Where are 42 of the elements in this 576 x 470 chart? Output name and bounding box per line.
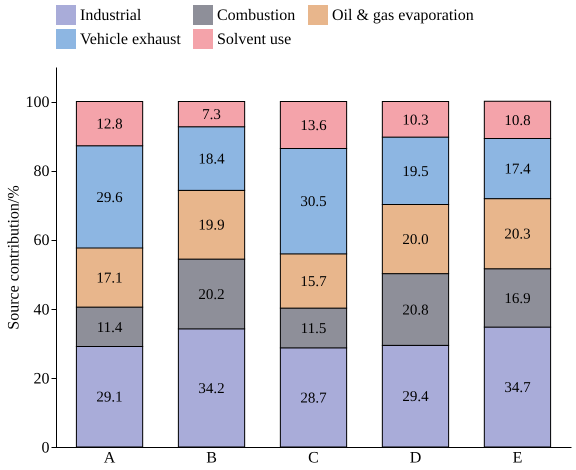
data-label: 28.7 xyxy=(300,390,328,406)
data-label: 11.5 xyxy=(300,320,326,337)
data-label: 34.7 xyxy=(504,380,532,396)
x-tick-label: A xyxy=(104,450,116,466)
data-label: 15.7 xyxy=(300,274,328,290)
data-label: 29.4 xyxy=(402,389,430,406)
legend-label: Oil & gas evaporation xyxy=(332,7,474,24)
data-label: 20.2 xyxy=(198,286,225,303)
data-label: 29.1 xyxy=(96,390,123,406)
legend-label: Combustion xyxy=(217,7,296,24)
data-label: 16.9 xyxy=(504,290,531,307)
data-label: 18.4 xyxy=(198,152,226,168)
y-axis-title: Source contribution/% xyxy=(6,185,22,330)
y-tick-label: 60 xyxy=(34,232,50,250)
legend-label: Vehicle exhaust xyxy=(80,31,182,48)
data-label: 20.3 xyxy=(504,226,531,243)
y-tick-label: 20 xyxy=(34,370,50,388)
data-label: 10.8 xyxy=(504,112,531,129)
data-label: 19.9 xyxy=(198,218,225,234)
data-label: 7.3 xyxy=(202,107,221,124)
data-label: 30.5 xyxy=(300,194,327,210)
data-label: 29.6 xyxy=(96,190,124,206)
data-label: 20.0 xyxy=(402,232,429,248)
x-tick-label: E xyxy=(512,450,522,466)
data-label: 11.4 xyxy=(96,320,123,336)
data-label: 34.2 xyxy=(198,380,225,397)
data-label: 13.6 xyxy=(300,118,328,134)
x-tick-label: B xyxy=(206,450,217,466)
legend-label: Industrial xyxy=(80,7,142,24)
y-tick-label: 0 xyxy=(42,440,50,456)
x-tick-label: C xyxy=(308,450,319,466)
data-label: 20.8 xyxy=(402,302,429,319)
data-label: 12.8 xyxy=(96,116,123,133)
data-label: 17.1 xyxy=(96,270,123,287)
data-label: 10.3 xyxy=(402,112,429,128)
legend-label: Solvent use xyxy=(217,31,292,48)
y-tick-label: 40 xyxy=(34,301,50,318)
x-tick-label: D xyxy=(410,450,422,466)
data-label: 17.4 xyxy=(504,162,532,178)
y-tick-label: 100 xyxy=(26,94,50,112)
data-label: 19.5 xyxy=(402,164,429,180)
y-tick-label: 80 xyxy=(34,163,50,180)
